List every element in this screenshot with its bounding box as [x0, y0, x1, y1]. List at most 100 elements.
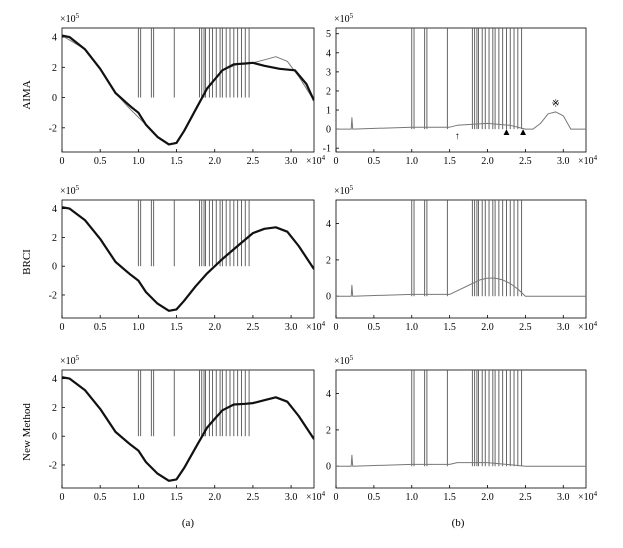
- y-tick-label: 3: [326, 67, 331, 78]
- panel-label-a: (a): [182, 517, 195, 529]
- x-multiplier: ×104: [306, 490, 326, 503]
- axes-frame: [335, 27, 587, 153]
- x-tick-label: 2.0: [208, 322, 221, 333]
- x-tick-label: 0.5: [94, 322, 107, 333]
- y-multiplier-exp: 5: [76, 354, 80, 362]
- x-tick-label: 0.5: [94, 156, 107, 167]
- y-tick-label: 2: [326, 255, 331, 266]
- x-tick-label: 3.0: [557, 322, 570, 333]
- plot-area: [336, 370, 586, 467]
- axes-frame: [335, 369, 587, 489]
- x-multiplier-exp: 4: [322, 320, 326, 328]
- series-estimate-thick: [62, 376, 314, 482]
- y-tick-label: 0: [52, 432, 57, 443]
- x-tick-label: 1.5: [443, 492, 456, 503]
- x-tick-label: 0: [334, 156, 339, 167]
- x-tick-label: 1.5: [170, 322, 183, 333]
- chart-3: 0 0.5 1.0 1.5 2.0 2.5 3.0 0 2 4 ×105 ×104: [326, 184, 598, 333]
- y-multiplier-exp: 5: [76, 12, 80, 20]
- plot-area: [62, 28, 314, 146]
- annotation-marker: ※: [552, 98, 560, 109]
- y-tick-label: 2: [52, 233, 57, 244]
- y-tick-label: 0: [326, 462, 331, 473]
- annotation-marker: ↑: [455, 131, 460, 142]
- x-tick-label: 1.0: [132, 156, 145, 167]
- x-tick-label: 1.5: [443, 156, 456, 167]
- y-multiplier: ×105: [334, 184, 354, 197]
- y-tick-label: 2: [52, 403, 57, 414]
- x-tick-label: 0.5: [94, 492, 107, 503]
- x-tick-label: 1.0: [132, 322, 145, 333]
- x-tick-label: 1.5: [443, 322, 456, 333]
- y-tick-label: 4: [326, 48, 331, 59]
- x-multiplier-exp: 4: [322, 490, 326, 498]
- x-multiplier: ×104: [306, 154, 326, 167]
- x-tick-label: 0: [60, 492, 65, 503]
- y-multiplier-exp: 5: [350, 354, 354, 362]
- y-tick-label: -1: [323, 144, 331, 155]
- x-tick-label: 0.5: [368, 322, 381, 333]
- axes-frame: [335, 199, 587, 319]
- annotation-marker: ▲: [518, 127, 528, 138]
- y-tick-label: 0: [52, 262, 57, 273]
- y-tick-label: -2: [49, 290, 57, 301]
- series-residual: [336, 454, 586, 467]
- annotation-marker: ▲: [502, 127, 512, 138]
- x-tick-label: 2.0: [208, 492, 221, 503]
- y-tick-label: 2: [326, 86, 331, 97]
- x-multiplier-exp: 4: [594, 320, 598, 328]
- x-tick-label: 0: [60, 156, 65, 167]
- x-tick-label: 2.0: [481, 492, 494, 503]
- y-tick-label: 0: [52, 93, 57, 104]
- x-tick-label: 3.0: [557, 492, 570, 503]
- x-multiplier-exp: 4: [594, 154, 598, 162]
- x-multiplier: ×104: [578, 154, 598, 167]
- x-tick-label: 0: [60, 322, 65, 333]
- y-multiplier: ×105: [60, 354, 80, 367]
- plot-area: [62, 370, 314, 482]
- y-multiplier: ×105: [60, 184, 80, 197]
- series-residual: [336, 277, 586, 297]
- x-tick-label: 2.5: [519, 156, 532, 167]
- x-tick-label: 0.5: [368, 156, 381, 167]
- y-tick-label: 4: [52, 33, 57, 44]
- y-tick-label: 4: [326, 389, 331, 400]
- plot-area: [62, 200, 314, 312]
- x-multiplier-exp: 4: [322, 154, 326, 162]
- x-multiplier: ×104: [306, 320, 326, 333]
- series-reference-thin: [62, 35, 314, 145]
- axes-frame: [61, 369, 315, 489]
- y-multiplier-exp: 5: [350, 184, 354, 192]
- y-multiplier: ×105: [334, 12, 354, 25]
- x-tick-label: 3.0: [557, 156, 570, 167]
- y-multiplier-exp: 5: [76, 184, 80, 192]
- x-tick-label: 2.0: [481, 156, 494, 167]
- row-label-brci: BRCI: [21, 249, 33, 275]
- x-tick-label: 3.0: [285, 156, 298, 167]
- y-tick-label: 4: [326, 219, 331, 230]
- x-tick-label: 2.5: [247, 492, 260, 503]
- y-tick-label: 2: [52, 63, 57, 74]
- axes-frame: [61, 199, 315, 319]
- panel-label-b: (b): [452, 517, 465, 529]
- x-tick-label: 2.0: [208, 156, 221, 167]
- x-tick-label: 2.5: [247, 322, 260, 333]
- y-multiplier-exp: 5: [350, 12, 354, 20]
- x-multiplier-exp: 4: [594, 490, 598, 498]
- x-tick-label: 3.0: [285, 492, 298, 503]
- y-tick-label: 0: [326, 125, 331, 136]
- x-tick-label: 0: [334, 322, 339, 333]
- y-tick-label: -2: [49, 460, 57, 471]
- plot-area: [336, 200, 586, 297]
- y-multiplier: ×105: [60, 12, 80, 25]
- x-tick-label: 2.5: [519, 322, 532, 333]
- x-tick-label: 1.5: [170, 156, 183, 167]
- row-label-aima: AIMA: [21, 80, 33, 109]
- x-tick-label: 1.0: [132, 492, 145, 503]
- x-tick-label: 0.5: [368, 492, 381, 503]
- y-tick-label: 4: [52, 374, 57, 385]
